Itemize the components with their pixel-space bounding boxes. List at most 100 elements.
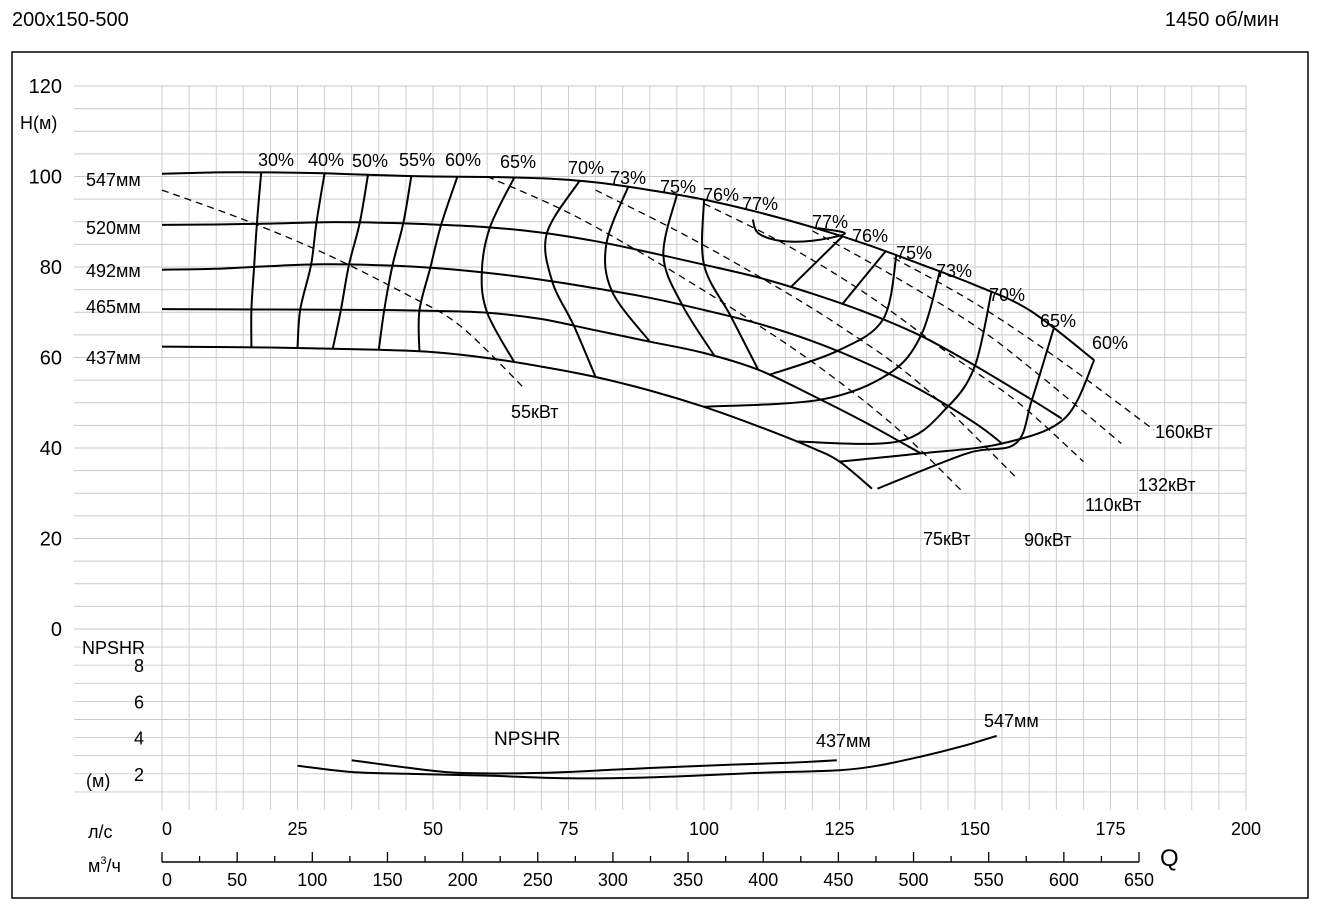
- npshr-curves: [297, 734, 997, 780]
- eff-label-60b: 60%: [1092, 333, 1128, 353]
- head-curve-492мм: [161, 263, 1003, 445]
- efficiency-line-6: [480, 177, 516, 363]
- q-axis-label: Q: [1160, 845, 1179, 872]
- ls-unit-label: л/с: [88, 822, 113, 842]
- efficiency-line-3: [331, 174, 369, 350]
- efficiency-line-9: [662, 194, 716, 357]
- flow-ls-axis: 0 25 50 75 100 125 150 175 200: [162, 819, 1261, 839]
- power-label-75: 75кВт: [923, 529, 971, 549]
- model-title: 200x150-500: [12, 9, 129, 31]
- flow-m3h-tick-label: 650: [1124, 870, 1154, 890]
- series-label-492: 492мм: [86, 261, 141, 281]
- npshr-y-label: NPSHR: [82, 638, 145, 658]
- eff-label-55: 55%: [399, 150, 435, 170]
- head-curve-465мм: [161, 308, 922, 455]
- flow-m3h-tick-label: 600: [1049, 870, 1079, 890]
- flow-ls-tick-label: 0: [162, 819, 172, 839]
- head-curve-520мм: [161, 221, 1063, 420]
- m3h-unit-sup: 3: [100, 855, 106, 867]
- efficiency-line-7: [544, 180, 597, 378]
- efficiency-line-right-4: [703, 271, 941, 408]
- power-label-132: 132кВт: [1138, 475, 1196, 495]
- flow-m3h-tick-label: 0: [162, 870, 172, 890]
- efficiency-line-4: [377, 175, 413, 350]
- efficiency-line-right-6: [877, 328, 1055, 490]
- efficiency-line-2: [296, 173, 326, 349]
- npshr-title: NPSHR: [494, 729, 561, 750]
- npshr-tick-label: 2: [134, 765, 144, 785]
- eff-label-40: 40%: [308, 150, 344, 170]
- head-curve-547мм: [161, 171, 1095, 361]
- flow-ls-tick-label: 100: [689, 819, 719, 839]
- npshr-curve-547мм: [297, 734, 997, 780]
- flow-m3h-tick-label: 350: [673, 870, 703, 890]
- head-y-axis: 0 20 40 60 80 100 120: [29, 76, 62, 641]
- head-y-label: Н(м): [20, 113, 57, 133]
- npshr-tick-label: 6: [134, 692, 144, 712]
- eff-label-50: 50%: [352, 151, 388, 171]
- power-label-160: 160кВт: [1155, 422, 1213, 442]
- head-tick-label: 120: [29, 76, 62, 98]
- eff-label-73: 73%: [610, 168, 646, 188]
- eff-label-77: 77%: [742, 194, 778, 214]
- flow-ls-tick-label: 25: [287, 819, 307, 839]
- series-label-437: 437мм: [86, 348, 141, 368]
- eff-label-76: 76%: [703, 185, 739, 205]
- performance-curves: [161, 171, 1095, 490]
- efficiency-island: [751, 219, 846, 243]
- flow-m3h-tick-label: 250: [523, 870, 553, 890]
- power-line-160кВт: [893, 257, 1155, 431]
- speed-title: 1450 об/мин: [1165, 9, 1279, 31]
- series-label-520: 520мм: [86, 218, 141, 238]
- flow-m3h-axis: 0 50 100 150 200 250 300 350 400 450 500 550 600 650: [161, 852, 1154, 890]
- npshr-label-437: 437мм: [816, 731, 871, 751]
- power-label-110: 110кВт: [1085, 495, 1141, 515]
- flow-m3h-tick-label: 400: [748, 870, 778, 890]
- flow-m3h-tick-label: 300: [598, 870, 628, 890]
- efficiency-line-right-3: [768, 255, 898, 376]
- flow-ls-tick-label: 200: [1231, 819, 1261, 839]
- flow-m3h-tick-label: 150: [372, 870, 402, 890]
- efficiency-line-8: [604, 186, 651, 343]
- power-line-90кВт: [595, 189, 1019, 481]
- power-label-55: 55кВт: [511, 402, 559, 422]
- efficiency-line-right-5: [796, 292, 993, 445]
- eff-label-77b: 77%: [812, 212, 848, 232]
- eff-label-73b: 73%: [936, 261, 972, 281]
- flow-m3h-tick-label: 450: [823, 870, 853, 890]
- eff-label-65: 65%: [500, 152, 536, 172]
- power-line-132кВт: [812, 230, 1122, 444]
- npshr-tick-label: 4: [134, 729, 144, 749]
- head-tick-label: 80: [40, 257, 62, 279]
- flow-ls-tick-label: 75: [558, 819, 578, 839]
- eff-label-70b: 70%: [989, 285, 1025, 305]
- flow-m3h-tick-label: 50: [227, 870, 247, 890]
- power-lines: [161, 175, 1155, 494]
- power-line-75кВт: [486, 175, 965, 494]
- head-tick-label: 40: [40, 438, 62, 460]
- npshr-tick-label: 8: [134, 656, 144, 676]
- efficiency-line-10: [701, 199, 760, 371]
- flow-m3h-tick-label: 550: [974, 870, 1004, 890]
- eff-label-76b: 76%: [852, 226, 888, 246]
- flow-m3h-tick-label: 100: [297, 870, 327, 890]
- m3h-unit-label: м3/ч: [88, 855, 121, 876]
- npshr-y-unit: (м): [86, 771, 110, 791]
- efficiency-line-right-2: [841, 250, 887, 305]
- power-label-90: 90кВт: [1024, 530, 1072, 550]
- head-tick-label: 20: [40, 529, 62, 551]
- chart-frame: [11, 51, 1309, 899]
- series-label-465: 465мм: [86, 297, 141, 317]
- flow-m3h-tick-label: 500: [899, 870, 929, 890]
- head-tick-label: 60: [40, 348, 62, 370]
- npshr-curve-437мм: [351, 759, 837, 775]
- flow-ls-tick-label: 125: [824, 819, 854, 839]
- efficiency-line-5: [417, 176, 459, 352]
- npshr-y-axis: 2 4 6 8: [134, 656, 144, 785]
- efficiency-line-1: [250, 172, 263, 348]
- eff-label-75: 75%: [660, 177, 696, 197]
- head-tick-label: 100: [29, 167, 62, 189]
- series-label-547: 547мм: [86, 170, 141, 190]
- npshr-label-547: 547мм: [984, 711, 1039, 731]
